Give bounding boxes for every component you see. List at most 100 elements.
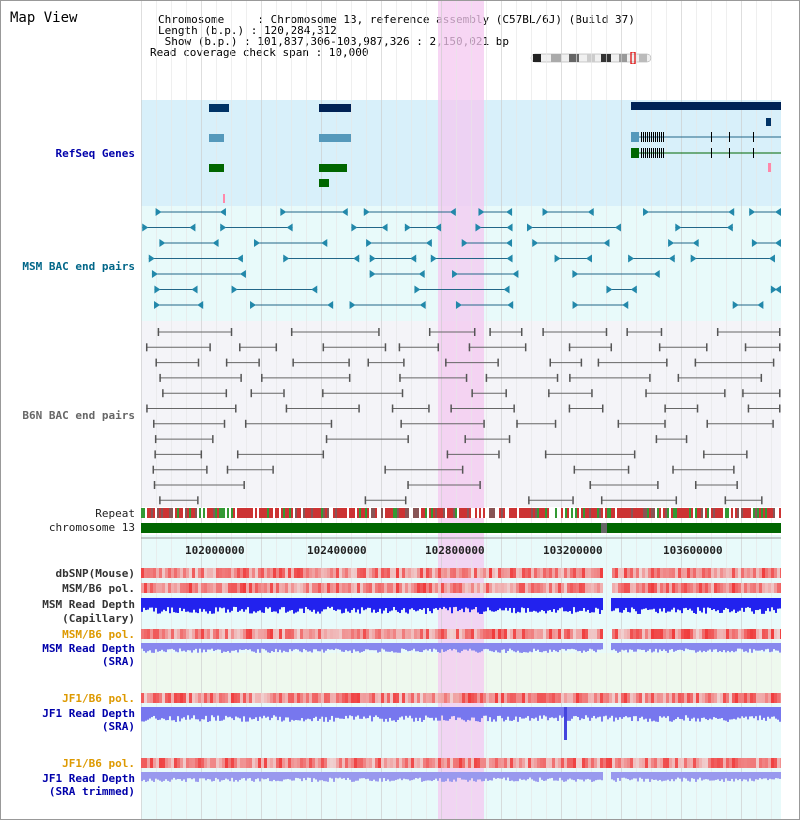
msm-depth-capillary-bar bbox=[275, 598, 277, 612]
jf1-b6-pol-2-cell bbox=[681, 758, 684, 768]
jf1-b6-pol-2-cell bbox=[249, 758, 252, 768]
jf1-depth-trimmed-bar bbox=[755, 772, 757, 780]
msm-b6-pol-sra-cell bbox=[735, 629, 738, 639]
refseq-exon bbox=[645, 148, 646, 158]
msm-b6-pol-sra-cell bbox=[165, 629, 168, 639]
label-msm-depth-capillary[interactable]: MSM Read Depth bbox=[42, 598, 135, 611]
jf1-depth-sra-bar bbox=[213, 707, 215, 718]
repeat-feature bbox=[537, 508, 539, 518]
msm-b6-pol-sra-cell bbox=[525, 629, 528, 639]
msm-b6-pol-cell bbox=[699, 583, 702, 593]
msm-b6-pol-sra-cell bbox=[471, 629, 474, 639]
msm-b6-pol-sra-cell bbox=[324, 629, 327, 639]
label-msm-depth-sra[interactable]: MSM Read Depth bbox=[42, 642, 135, 655]
msm-depth-capillary-bar bbox=[305, 598, 307, 608]
jf1-b6-pol-cell bbox=[378, 693, 381, 703]
msm-b6-pol-sra-cell bbox=[621, 629, 624, 639]
jf1-b6-pol-2-cell bbox=[636, 758, 639, 768]
msm-b6-pol-sra-cell bbox=[312, 629, 315, 639]
jf1-depth-trimmed-bar bbox=[185, 772, 187, 782]
repeat-feature bbox=[605, 508, 607, 518]
msm-depth-capillary-bar bbox=[411, 598, 413, 609]
label-refseq-genes[interactable]: RefSeq Genes bbox=[55, 147, 135, 160]
jf1-b6-pol-cell bbox=[213, 693, 216, 703]
jf1-depth-sra-bar bbox=[583, 707, 585, 720]
jf1-depth-sra-bar bbox=[231, 707, 233, 719]
msm-depth-capillary-bar bbox=[311, 598, 313, 612]
b6n-bac-end bbox=[605, 328, 608, 336]
jf1-depth-trimmed-bar bbox=[453, 772, 455, 780]
jf1-b6-pol-cell bbox=[588, 693, 591, 703]
jf1-b6-pol-2-cell bbox=[615, 758, 618, 768]
repeat-feature bbox=[327, 508, 329, 518]
label-jf1-b6-pol-2[interactable]: JF1/B6 pol. bbox=[62, 757, 135, 770]
msm-depth-capillary-bar bbox=[547, 598, 549, 611]
jf1-depth-trimmed-bar bbox=[593, 772, 595, 782]
selected-region-highlight[interactable] bbox=[438, 1, 484, 819]
msm-depth-sra-bar bbox=[197, 643, 199, 653]
jf1-depth-sra-bar bbox=[493, 707, 495, 720]
jf1-depth-sra-bar bbox=[321, 707, 323, 717]
msm-depth-sra-bar bbox=[435, 643, 437, 650]
jf1-b6-pol-2-cell bbox=[552, 758, 555, 768]
msm-depth-sra-bar bbox=[641, 643, 643, 650]
msm-b6-pol-sra-cell bbox=[294, 629, 297, 639]
dbsnp-cell bbox=[330, 568, 333, 578]
msm-b6-pol-sra-cell bbox=[780, 629, 781, 639]
repeat-feature bbox=[315, 508, 317, 518]
msm-depth-sra-bar bbox=[747, 643, 749, 653]
msm-depth-sra-bar bbox=[733, 643, 735, 653]
msm-depth-sra-bar bbox=[255, 643, 257, 653]
jf1-depth-sra-bar bbox=[511, 707, 513, 721]
msm-depth-sra-bar bbox=[601, 643, 603, 650]
label-b6n-bac[interactable]: B6N BAC end pairs bbox=[22, 409, 135, 422]
genome-tracks-canvas[interactable] bbox=[141, 1, 781, 819]
msm-depth-capillary-bar bbox=[527, 598, 529, 609]
jf1-b6-pol-2-cell bbox=[159, 758, 162, 768]
repeat-feature bbox=[347, 508, 349, 518]
msm-depth-capillary-bar bbox=[235, 598, 237, 608]
b6n-bac-end bbox=[657, 481, 659, 489]
jf1-depth-trimmed-bar bbox=[203, 772, 205, 779]
msm-b6-pol-sra-cell bbox=[240, 629, 243, 639]
repeat-feature bbox=[659, 508, 661, 518]
msm-depth-sra-bar bbox=[471, 643, 473, 651]
label-msm-b6-pol[interactable]: MSM/B6 pol. bbox=[62, 582, 135, 595]
jf1-b6-pol-2-cell bbox=[213, 758, 216, 768]
jf1-b6-pol-cell bbox=[294, 693, 297, 703]
msm-depth-capillary-bar bbox=[251, 598, 253, 614]
jf1-depth-sra-bar bbox=[457, 707, 459, 718]
msm-depth-capillary-bar bbox=[165, 598, 167, 612]
msm-b6-pol-cell bbox=[567, 583, 570, 593]
jf1-b6-pol-cell bbox=[540, 693, 543, 703]
b6n-bac-end bbox=[407, 435, 409, 444]
label-chromosome[interactable]: chromosome 13 bbox=[48, 521, 135, 534]
msm-depth-capillary-bar bbox=[455, 598, 457, 607]
repeat-feature bbox=[221, 508, 223, 518]
jf1-b6-pol-2-cell bbox=[699, 758, 702, 768]
jf1-b6-pol-2-cell bbox=[363, 758, 366, 768]
b6n-bac-end bbox=[401, 389, 404, 398]
msm-depth-sra-bar bbox=[231, 643, 233, 651]
label-jf1-depth-trimmed[interactable]: JF1 Read Depth bbox=[42, 772, 135, 785]
dbsnp-cell bbox=[357, 568, 360, 578]
label-msm-bac[interactable]: MSM BAC end pairs bbox=[22, 260, 135, 273]
msm-b6-pol-sra-cell bbox=[537, 629, 540, 639]
jf1-depth-trimmed-bar bbox=[683, 772, 685, 778]
label-jf1-b6-pol[interactable]: JF1/B6 pol. bbox=[62, 692, 135, 705]
jf1-b6-pol-cell bbox=[489, 693, 492, 703]
msm-b6-pol-sra-cell bbox=[645, 629, 648, 639]
jf1-depth-sra-bar bbox=[191, 707, 193, 719]
jf1-b6-pol-2-cell bbox=[462, 758, 465, 768]
msm-depth-capillary-bar bbox=[217, 598, 219, 612]
msm-depth-sra-bar bbox=[267, 643, 269, 653]
jf1-depth-trimmed-bar bbox=[633, 772, 635, 779]
label-jf1-depth-sra[interactable]: JF1 Read Depth bbox=[42, 707, 135, 720]
label-dbsnp[interactable]: dbSNP(Mouse) bbox=[55, 567, 135, 580]
label-msm-b6-pol-sra[interactable]: MSM/B6 pol. bbox=[62, 628, 135, 641]
jf1-depth-sra-bar bbox=[315, 707, 317, 717]
jf1-b6-pol-2-cell bbox=[300, 758, 303, 768]
msm-depth-capillary-bar bbox=[763, 598, 765, 614]
jf1-depth-sra-bar bbox=[671, 707, 673, 722]
label-repeat[interactable]: Repeat bbox=[95, 507, 135, 520]
